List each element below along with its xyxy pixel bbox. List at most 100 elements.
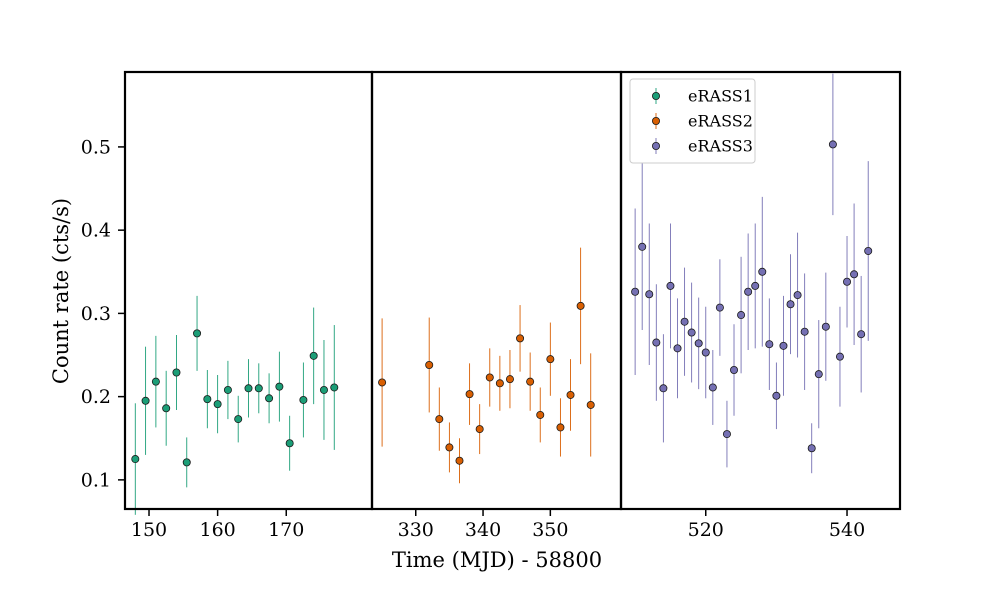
data-point xyxy=(378,378,387,387)
data-point xyxy=(814,370,823,379)
panel-eRASS2: 330 340 350 xyxy=(370,70,623,541)
data-point xyxy=(475,425,484,434)
data-point xyxy=(172,368,181,377)
data-point xyxy=(425,360,434,369)
data-point xyxy=(141,396,150,405)
data-point xyxy=(680,317,689,326)
data-point xyxy=(779,341,788,350)
data-point xyxy=(319,385,328,394)
x-tick-label: 160 xyxy=(199,519,235,541)
y-axis: 0.1 0.2 0.3 0.4 0.5 xyxy=(81,136,125,491)
data-point xyxy=(445,443,454,452)
data-point xyxy=(864,246,873,255)
data-point xyxy=(435,415,444,424)
data-point xyxy=(652,338,661,347)
data-point xyxy=(786,300,795,309)
data-point xyxy=(730,365,739,374)
data-point xyxy=(223,385,232,394)
data-point xyxy=(576,301,585,310)
legend-label: eRASS2 xyxy=(688,112,753,131)
y-tick-label: 0.2 xyxy=(81,386,111,408)
panel-frame xyxy=(619,70,902,511)
legend-marker xyxy=(652,92,661,101)
data-point xyxy=(631,287,640,296)
data-point xyxy=(821,322,830,331)
data-point xyxy=(151,377,160,386)
data-point xyxy=(162,404,171,413)
x-axis-label: Time (MJD) - 58800 xyxy=(392,548,602,572)
panel-frame xyxy=(370,70,623,511)
data-point xyxy=(843,277,852,286)
legend: eRASS1 eRASS2 eRASS3 xyxy=(629,78,756,164)
data-point xyxy=(309,351,318,360)
data-point xyxy=(835,352,844,361)
data-point xyxy=(193,329,202,338)
data-point xyxy=(234,415,243,424)
data-point xyxy=(807,444,816,453)
chart-panels: 150 160 170 330 340 350 520 540 xyxy=(123,70,902,541)
data-point xyxy=(546,355,555,364)
data-point xyxy=(659,384,668,393)
data-point xyxy=(715,303,724,312)
x-tick-label: 350 xyxy=(532,519,568,541)
data-point xyxy=(673,344,682,353)
y-tick-label: 0.1 xyxy=(81,469,111,491)
y-tick-label: 0.3 xyxy=(81,303,111,325)
data-point xyxy=(737,311,746,320)
y-tick-label: 0.4 xyxy=(81,220,111,242)
data-point xyxy=(751,281,760,290)
data-point xyxy=(536,410,545,419)
data-point xyxy=(254,384,263,393)
data-point xyxy=(465,390,474,399)
data-point xyxy=(516,334,525,343)
data-point xyxy=(182,458,191,467)
data-point xyxy=(285,439,294,448)
legend-label: eRASS1 xyxy=(688,87,753,106)
x-tick-label: 150 xyxy=(131,519,167,541)
x-tick-label: 540 xyxy=(829,519,865,541)
data-point xyxy=(265,394,274,403)
data-point xyxy=(299,395,308,404)
data-point xyxy=(765,340,774,349)
data-point xyxy=(694,339,703,348)
panel-eRASS3: 520 540 xyxy=(619,70,902,541)
data-point xyxy=(556,423,565,432)
data-point xyxy=(586,400,595,409)
data-point xyxy=(455,456,464,465)
legend-box xyxy=(629,78,756,164)
data-point xyxy=(793,291,802,300)
data-point xyxy=(213,400,222,409)
data-point xyxy=(828,140,837,149)
legend-marker xyxy=(652,117,661,126)
legend-label: eRASS3 xyxy=(688,137,753,156)
data-point xyxy=(857,330,866,339)
data-point xyxy=(526,377,535,386)
data-point xyxy=(758,267,767,276)
data-point xyxy=(203,395,212,404)
data-point xyxy=(505,375,514,384)
y-tick-label: 0.5 xyxy=(81,136,111,158)
data-point xyxy=(645,290,654,299)
data-point xyxy=(744,287,753,296)
data-point xyxy=(131,455,140,464)
data-point xyxy=(800,327,809,336)
x-tick-label: 170 xyxy=(268,519,304,541)
data-point xyxy=(244,384,253,393)
data-point xyxy=(666,281,675,290)
data-point xyxy=(275,382,284,391)
data-point xyxy=(722,430,731,439)
x-tick-label: 330 xyxy=(398,519,434,541)
legend-marker xyxy=(652,141,661,150)
data-point xyxy=(701,348,710,357)
data-point xyxy=(772,391,781,400)
x-tick-label: 340 xyxy=(465,519,501,541)
data-point xyxy=(566,390,575,399)
y-axis-label: Count rate (cts/s) xyxy=(49,198,73,384)
data-point xyxy=(687,328,696,337)
data-point xyxy=(850,270,859,279)
panel-eRASS1: 150 160 170 xyxy=(123,70,374,541)
data-point xyxy=(708,383,717,392)
data-point xyxy=(485,373,494,382)
panel-frame xyxy=(123,70,374,511)
